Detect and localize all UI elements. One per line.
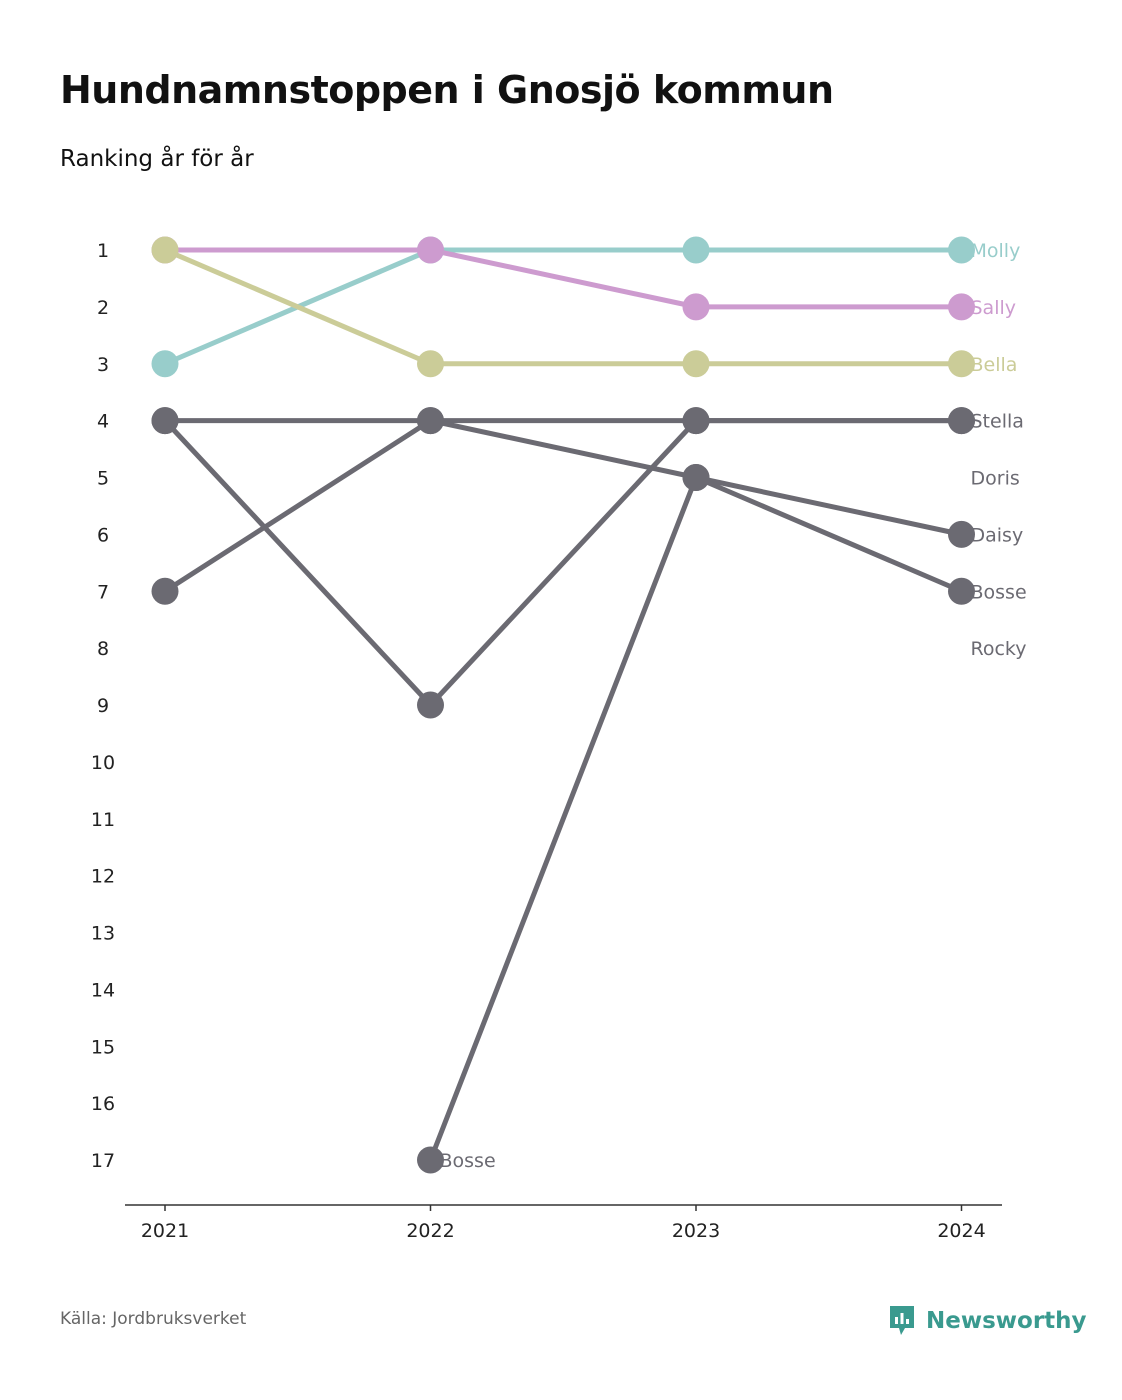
data-point-daisy-2021 <box>151 407 179 435</box>
newsworthy-logo-icon <box>890 1306 914 1335</box>
x-tick-label: 2024 <box>937 1220 985 1242</box>
data-point-bosse-2023 <box>682 464 710 491</box>
data-point-doris-2022 <box>417 691 444 719</box>
end-label-bella: Bella <box>971 354 1018 376</box>
y-tick-label: 6 <box>97 524 109 546</box>
y-tick-label: 17 <box>91 1150 115 1172</box>
end-labels: Molly Sally Bella Stella Doris Daisy Bosse Rock… <box>971 240 1027 660</box>
series-lines <box>162 247 964 1163</box>
end-label-doris: Doris <box>971 468 1020 490</box>
y-tick-label: 8 <box>97 638 109 660</box>
data-point-sally-2022 <box>417 236 444 264</box>
data-point-sally-2024 <box>948 293 975 321</box>
data-point-daisy-2024 <box>948 520 975 548</box>
chart-subtitle: Ranking år för år <box>60 146 254 172</box>
x-tick-label: 2021 <box>141 1220 189 1242</box>
x-axis-labels: 2021 2022 2023 2024 <box>141 1220 986 1242</box>
data-point-molly-2024 <box>948 236 975 264</box>
series-points <box>151 236 975 1174</box>
y-tick-label: 14 <box>91 979 115 1001</box>
y-tick-label: 15 <box>91 1036 115 1058</box>
y-tick-label: 12 <box>91 866 115 888</box>
series-line-bella <box>162 247 964 367</box>
data-point-sally-2023 <box>682 293 710 321</box>
data-point-doris-2024 <box>948 407 975 435</box>
end-label-bosse: Bosse <box>971 581 1027 603</box>
data-point-bosse-2024 <box>948 577 975 605</box>
source-note: Källa: Jordbruksverket <box>60 1309 247 1329</box>
series-line-sally <box>162 247 964 310</box>
data-point-daisy-2022 <box>417 407 444 435</box>
series-line-bosse <box>428 475 964 1163</box>
annotation-label: Bosse <box>440 1150 496 1172</box>
data-point-bella-2023 <box>682 350 710 378</box>
data-point-bella-2021 <box>151 236 179 264</box>
data-point-bosse-2022 <box>417 1146 444 1174</box>
brand-logo: Newsworthy <box>888 1304 1087 1338</box>
x-tick-label: 2022 <box>406 1220 454 1242</box>
data-point-bella-2024 <box>948 350 975 378</box>
series-line-doris <box>162 418 964 708</box>
y-tick-label: 13 <box>91 923 115 945</box>
y-tick-label: 5 <box>97 468 109 490</box>
data-point-bella-2022 <box>417 350 444 378</box>
chart-title: Hundnamnstoppen i Gnosjö kommun <box>60 68 834 112</box>
y-tick-label: 10 <box>91 752 115 774</box>
y-tick-label: 2 <box>97 297 109 319</box>
y-tick-label: 11 <box>91 809 115 831</box>
brand-name: Newsworthy <box>926 1308 1087 1334</box>
x-tick-label: 2023 <box>672 1220 720 1242</box>
y-tick-label: 7 <box>97 581 109 603</box>
series-line-daisy <box>162 418 964 537</box>
end-label-rocky: Rocky <box>971 638 1027 660</box>
annotations: Bosse <box>440 1150 496 1172</box>
end-label-daisy: Daisy <box>971 524 1024 546</box>
data-point-stella-2021 <box>151 577 179 605</box>
end-label-stella: Stella <box>971 411 1024 433</box>
y-tick-label: 16 <box>91 1093 115 1115</box>
data-point-doris-2023 <box>682 407 710 435</box>
data-point-molly-2021 <box>151 350 179 378</box>
y-tick-label: 4 <box>97 411 109 433</box>
end-label-molly: Molly <box>971 240 1021 262</box>
data-point-molly-2023 <box>682 236 710 264</box>
end-label-sally: Sally <box>971 297 1017 319</box>
y-tick-label: 9 <box>97 695 109 717</box>
y-tick-label: 3 <box>97 354 109 376</box>
x-axis-ticks <box>164 1205 963 1211</box>
y-tick-label: 1 <box>97 240 109 262</box>
